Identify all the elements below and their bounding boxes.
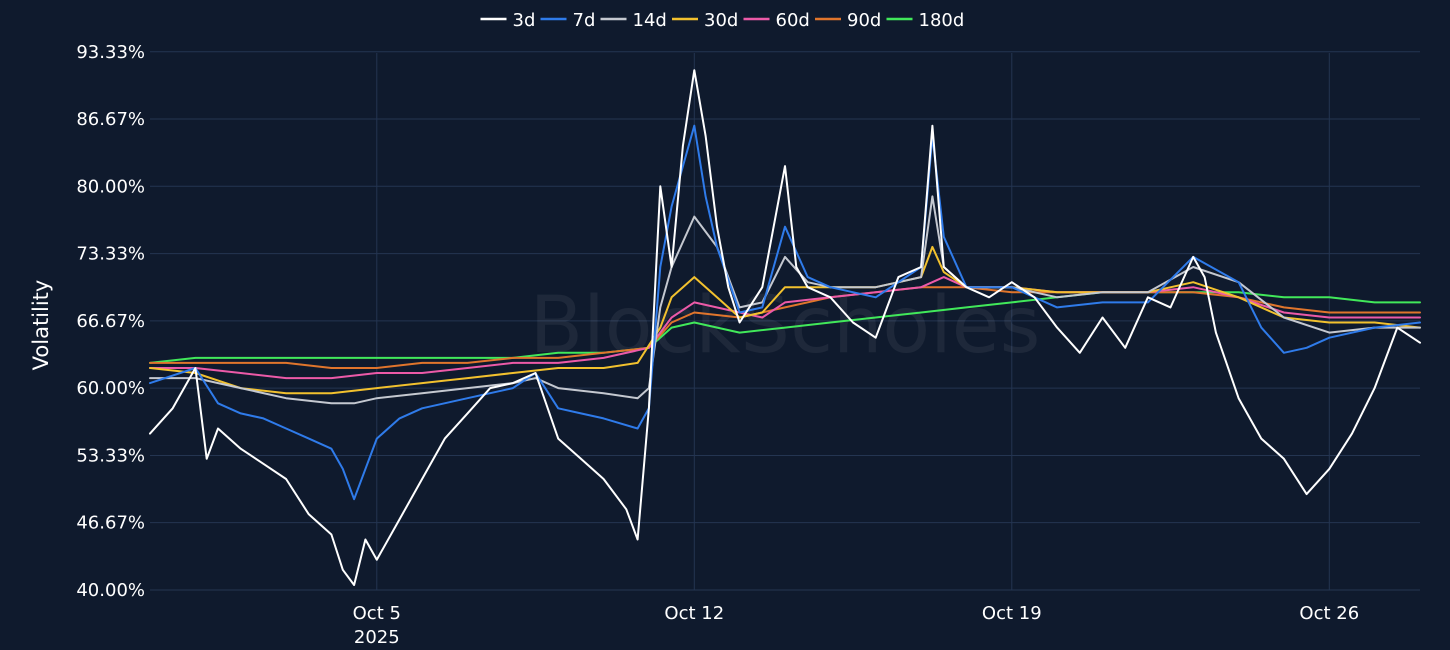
legend-label: 60d: [776, 10, 810, 31]
y-tick-label: 46.67%: [76, 513, 145, 534]
x-tick-sublabel: 2025: [354, 627, 400, 648]
x-tick-label: Oct 12: [664, 603, 724, 624]
y-tick-label: 93.33%: [76, 42, 145, 63]
legend[interactable]: 3d 7d 14d 30d 60d 90d 180d: [480, 10, 965, 31]
legend-item-3d[interactable]: 3d: [480, 10, 536, 31]
legend-label: 180d: [919, 10, 965, 31]
x-tick-label: Oct 26: [1299, 603, 1359, 624]
legend-label: 14d: [633, 10, 667, 31]
y-tick-label: 66.67%: [76, 311, 145, 332]
y-tick-label: 60.00%: [76, 378, 145, 399]
y-tick-label: 86.67%: [76, 109, 145, 130]
series-line-7d: [149, 124, 1421, 501]
legend-item-60d[interactable]: 60d: [743, 10, 810, 31]
legend-item-30d[interactable]: 30d: [672, 10, 738, 31]
series-line-60d: [149, 276, 1421, 380]
x-tick-label: Oct 5: [353, 603, 401, 624]
series-line-30d: [149, 245, 1421, 395]
legend-item-7d[interactable]: 7d: [540, 10, 596, 31]
legend-label: 30d: [704, 10, 738, 31]
axis-layer: 40.00% 46.67% 53.33% 60.00% 66.67% 73.33% 80.0…: [76, 42, 1359, 648]
y-tick-label: 80.00%: [76, 176, 145, 197]
legend-label: 90d: [847, 10, 881, 31]
y-axis-title: Volatility: [29, 280, 53, 371]
y-tick-label: 53.33%: [76, 445, 145, 466]
grid-layer: [150, 51, 1420, 591]
legend-item-14d[interactable]: 14d: [600, 10, 667, 31]
series-line-3d: [149, 69, 1421, 586]
legend-item-90d[interactable]: 90d: [815, 10, 881, 31]
y-tick-label: 73.33%: [76, 244, 145, 265]
series-layer: [149, 69, 1421, 586]
series-line-14d: [149, 195, 1421, 405]
x-tick-label: Oct 19: [982, 603, 1042, 624]
legend-label: 3d: [513, 10, 536, 31]
legend-item-180d[interactable]: 180d: [886, 10, 965, 31]
legend-label: 7d: [573, 10, 596, 31]
y-tick-label: 40.00%: [76, 580, 145, 601]
